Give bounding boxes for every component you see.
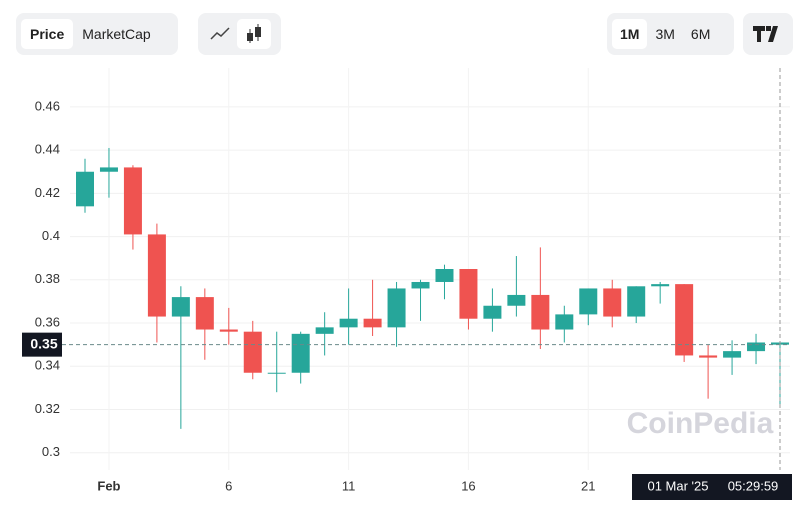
range-6m[interactable]: 6M [690, 26, 711, 42]
candle-body [219, 329, 238, 332]
candle-body [243, 331, 262, 373]
y-tick-label: 0.46 [35, 98, 60, 113]
candle-body [747, 342, 766, 352]
candle-body [99, 167, 118, 172]
line-style-button[interactable] [203, 19, 237, 49]
range-toggle: 1M 3M 6M [607, 13, 734, 55]
x-tick-label: 6 [225, 478, 232, 493]
candle-body [267, 372, 286, 374]
candle-body [459, 269, 478, 319]
candle-body [507, 294, 526, 306]
x-tick-label: 21 [581, 478, 595, 493]
y-tick-label: 0.44 [35, 142, 60, 157]
y-tick-label: 0.32 [35, 401, 60, 416]
candle-body [579, 288, 598, 315]
price-label-box [22, 332, 62, 357]
candle-body [675, 284, 694, 356]
time-label-date: 01 Mar '25 [647, 478, 708, 493]
candle-body [291, 333, 310, 373]
candle-body [339, 318, 358, 328]
y-tick-label: 0.4 [42, 228, 60, 243]
candle-body [651, 284, 670, 287]
candle-body [315, 327, 334, 334]
candle-body [171, 297, 190, 317]
y-tick-label: 0.36 [35, 314, 60, 329]
tv-logo [753, 26, 778, 42]
candle-body [531, 294, 550, 330]
watermark: CoinPedia [627, 407, 774, 440]
time-label-clock: 05:29:59 [728, 478, 779, 493]
time-label-box [632, 474, 792, 500]
price-label: 0.35 [30, 335, 57, 351]
metric-toggle: Price MarketCap [16, 13, 178, 55]
candle-body [76, 171, 94, 207]
candle-body [147, 234, 166, 317]
price-button[interactable]: Price [21, 19, 74, 49]
candle-body [435, 269, 454, 282]
candle-style-button[interactable] [237, 19, 271, 49]
candle-body [387, 288, 406, 328]
y-tick-label: 0.38 [35, 271, 60, 286]
range-1m[interactable]: 1M [612, 19, 648, 49]
candle-body [555, 314, 574, 330]
candle-body [123, 167, 142, 235]
x-tick-label: Feb [97, 478, 120, 493]
y-tick-label: 0.3 [42, 444, 60, 459]
candle-body [723, 351, 742, 358]
x-tick-label: 16 [461, 478, 475, 493]
x-tick-label: 11 [342, 478, 356, 493]
chart-style-toggle [198, 13, 281, 55]
candle-body [603, 288, 622, 317]
candle-body [483, 305, 502, 319]
y-tick-label: 0.34 [35, 358, 60, 373]
range-3m[interactable]: 3M [655, 26, 675, 42]
candle-icon [247, 24, 261, 43]
candle-body [411, 281, 430, 289]
y-tick-label: 0.42 [35, 185, 60, 200]
candle-body [195, 297, 214, 330]
candle-body [627, 286, 646, 317]
candle-body [699, 355, 718, 358]
line-icon [210, 27, 230, 40]
tv-logo-box [743, 13, 793, 55]
marketcap-button[interactable]: MarketCap [82, 26, 151, 42]
candle-body [363, 318, 382, 328]
